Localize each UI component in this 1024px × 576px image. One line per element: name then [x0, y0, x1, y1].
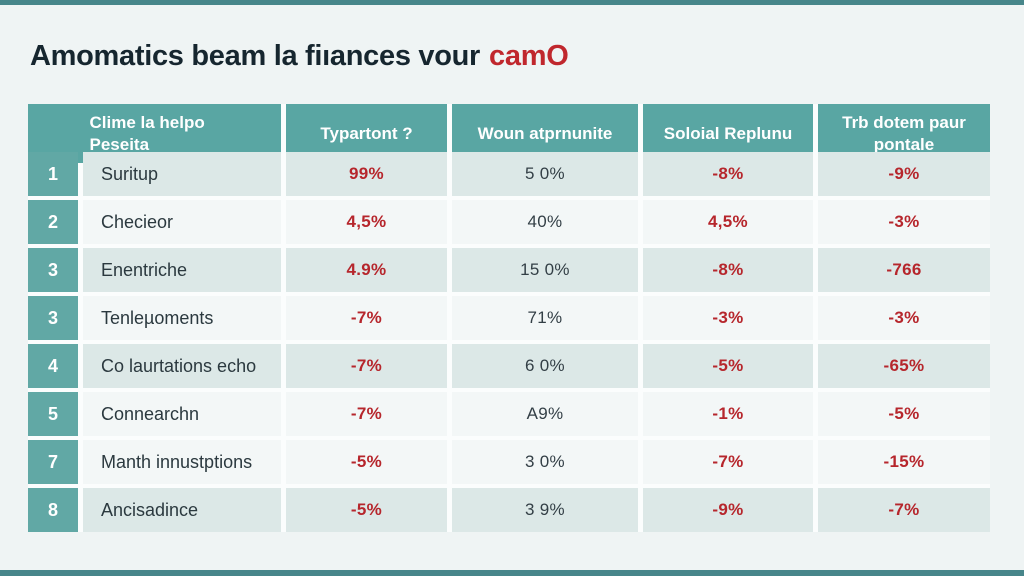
row-name-cell: Suritup — [83, 152, 281, 196]
value-cell-typartont: -7% — [286, 344, 447, 388]
value-cell-woun: 15 0% — [452, 248, 638, 292]
value-cell-trb: -3% — [818, 200, 990, 244]
value-cell-typartont: -5% — [286, 488, 447, 532]
value-cell-woun: 71% — [452, 296, 638, 340]
column-header-label: Soloial Replunu — [663, 123, 793, 143]
row-number-cell: 3 — [28, 248, 78, 292]
value-cell-typartont: -7% — [286, 296, 447, 340]
value-cell-trb: -7% — [818, 488, 990, 532]
data-table: Clime la helpo Peseita Typartont ? Woun at… — [28, 104, 990, 532]
page-title: Amomatics beam la fiıances vour camO — [30, 40, 569, 73]
value-cell-soloial: -1% — [643, 392, 813, 436]
row-number-cell: 4 — [28, 344, 78, 388]
value-cell-woun: 3 0% — [452, 440, 638, 484]
row-name-cell: Co laurtations echo — [83, 344, 281, 388]
value-cell-woun: 5 0% — [452, 152, 638, 196]
value-cell-trb: -3% — [818, 296, 990, 340]
value-cell-typartont: -5% — [286, 440, 447, 484]
row-number-cell: 8 — [28, 488, 78, 532]
value-cell-trb: -65% — [818, 344, 990, 388]
value-cell-soloial: -8% — [643, 152, 813, 196]
value-cell-soloial: -7% — [643, 440, 813, 484]
value-cell-trb: -766 — [818, 248, 990, 292]
column-header-label: Clime la helpo Peseita — [89, 113, 205, 154]
top-border — [0, 0, 1024, 5]
value-cell-woun: 6 0% — [452, 344, 638, 388]
row-name-cell: Manth innustptions — [83, 440, 281, 484]
row-name-cell: Ancisadince — [83, 488, 281, 532]
value-cell-soloial: 4,5% — [643, 200, 813, 244]
row-name-cell: Tenleµoments — [83, 296, 281, 340]
row-number-cell: 3 — [28, 296, 78, 340]
column-header-label: Woun atprnunite — [477, 123, 613, 143]
value-cell-trb: -9% — [818, 152, 990, 196]
row-number-cell: 7 — [28, 440, 78, 484]
title-accent: camO — [489, 40, 569, 72]
row-name-cell: Enentriche — [83, 248, 281, 292]
value-cell-soloial: -5% — [643, 344, 813, 388]
row-number-cell: 2 — [28, 200, 78, 244]
value-cell-typartont: 4,5% — [286, 200, 447, 244]
value-cell-typartont: 4.9% — [286, 248, 447, 292]
value-cell-typartont: 99% — [286, 152, 447, 196]
value-cell-soloial: -8% — [643, 248, 813, 292]
value-cell-trb: -15% — [818, 440, 990, 484]
row-name-cell: Checieor — [83, 200, 281, 244]
row-name-cell: Connearchn — [83, 392, 281, 436]
value-cell-woun: 40% — [452, 200, 638, 244]
row-number-cell: 1 — [28, 152, 78, 196]
value-cell-woun: 3 9% — [452, 488, 638, 532]
value-cell-trb: -5% — [818, 392, 990, 436]
bottom-border — [0, 570, 1024, 576]
row-number-cell: 5 — [28, 392, 78, 436]
column-header-label: Typartont ? — [320, 123, 413, 143]
column-header-label: Trb dotem paur pontale — [842, 113, 966, 154]
value-cell-soloial: -3% — [643, 296, 813, 340]
value-cell-soloial: -9% — [643, 488, 813, 532]
value-cell-woun: A9% — [452, 392, 638, 436]
title-main: Amomatics beam la fiıances vour — [30, 40, 481, 72]
value-cell-typartont: -7% — [286, 392, 447, 436]
